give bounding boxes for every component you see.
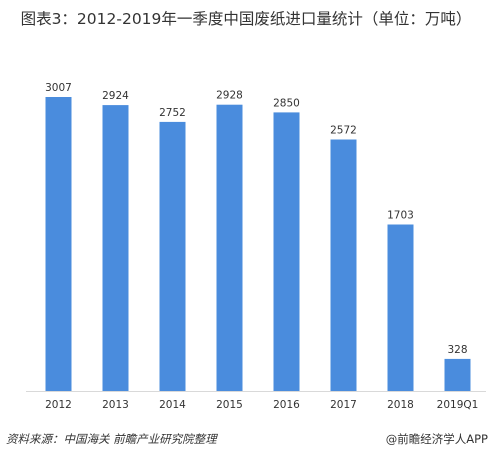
- x-tick-label-2015: 2015: [216, 399, 243, 411]
- bar-2012: [45, 97, 72, 391]
- bar-2014: [159, 121, 186, 392]
- value-label-2015: 2928: [216, 90, 243, 102]
- brand-label: @ @前瞻经济学人APP: [386, 431, 488, 447]
- x-tick-label-2019Q1: 2019Q1: [437, 399, 479, 411]
- bar-2013: [102, 105, 129, 391]
- x-tick-label-2016: 2016: [273, 399, 300, 411]
- x-tick-label-2018: 2018: [387, 399, 414, 411]
- value-label-2017: 2572: [330, 125, 357, 137]
- bar-group: [45, 97, 471, 392]
- chart-title: 图表3：2012-2019年一季度中国废纸进口量统计（单位：万吨）: [20, 10, 472, 28]
- value-label-2014: 2752: [159, 107, 186, 119]
- bar-2018: [387, 224, 414, 391]
- source-note: 资料来源：中国海关 前瞻产业研究院整理: [6, 432, 217, 446]
- bar-2015: [216, 104, 243, 391]
- bar-2019Q1: [444, 358, 471, 391]
- bar-2017: [330, 139, 357, 391]
- brand-text: @前瞻经济学人APP: [385, 432, 488, 446]
- value-label-2012: 3007: [45, 82, 72, 94]
- value-label-2019Q1: 328: [447, 344, 467, 356]
- x-tick-label-2013: 2013: [102, 399, 129, 411]
- value-label-2018: 1703: [387, 210, 414, 222]
- bar-2016: [273, 112, 300, 392]
- x-tick-label-2014: 2014: [159, 399, 186, 411]
- value-label-2016: 2850: [273, 97, 300, 109]
- value-label-2013: 2924: [102, 90, 129, 102]
- value-label-group: 3007 2924 2752 2928 2850 2572 1703 328: [45, 82, 467, 356]
- x-tick-label-2012: 2012: [45, 399, 72, 411]
- x-tick-label-2017: 2017: [330, 399, 357, 411]
- x-tick-label-group: 2012 2013 2014 2015 2016 2017 2018 2019Q1: [45, 399, 478, 411]
